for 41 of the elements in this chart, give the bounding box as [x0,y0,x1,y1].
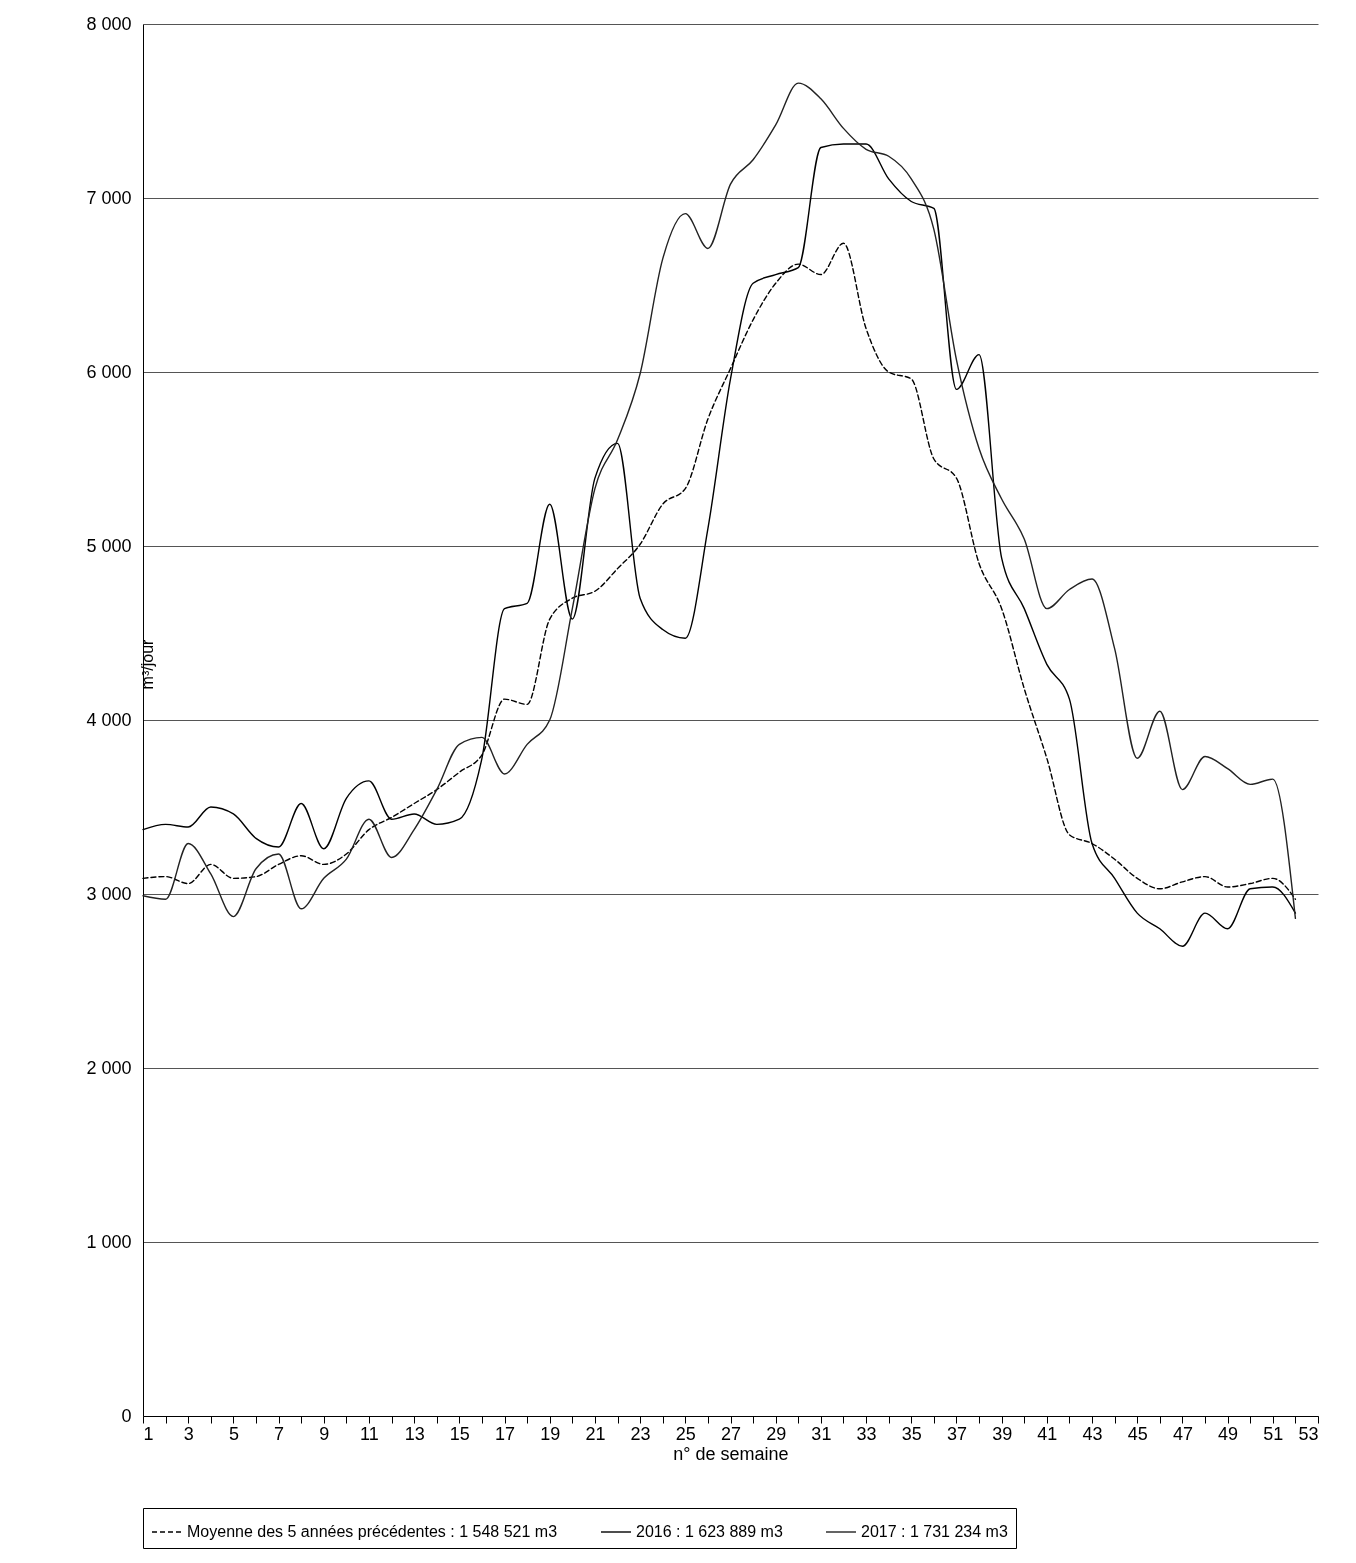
y-tick-label: 7 000 [86,187,132,208]
x-tick-label: 35 [901,1423,922,1444]
x-tick-label: 11 [360,1423,379,1444]
y-tick-label: 1 000 [86,1231,132,1252]
x-tick-label: 31 [811,1423,832,1444]
x-tick-label: 21 [585,1423,606,1444]
x-tick-label: 43 [1082,1423,1103,1444]
x-tick-label: 41 [1037,1423,1058,1444]
y-tick-label: 0 [121,1405,132,1426]
x-tick-label: 37 [946,1423,967,1444]
x-tick-label: 49 [1218,1423,1239,1444]
x-tick-label: 23 [630,1423,651,1444]
x-tick-label: 47 [1172,1423,1193,1444]
x-tick-label: 33 [856,1423,877,1444]
y-tick-label: 2 000 [86,1057,132,1078]
x-tick-label: 53 [1298,1423,1319,1444]
x-tick-label: 19 [540,1423,561,1444]
x-tick-label: 5 [228,1423,239,1444]
y-axis-title: m³/jour [138,638,156,690]
x-axis-title: n° de semaine [673,1443,789,1464]
legend-label: 2016 : 1 623 889 m3 [636,1523,783,1540]
x-tick-label: 27 [720,1423,742,1444]
x-tick-label: 13 [404,1423,425,1444]
legend-label: 2017 : 1 731 234 m3 [861,1523,1008,1540]
x-tick-label: 1 [143,1423,154,1444]
x-tick-label: 25 [675,1423,696,1444]
x-tick-label: 51 [1263,1423,1284,1444]
x-tick-label: 9 [319,1423,330,1444]
x-tick-label: 3 [183,1423,194,1444]
y-tick-label: 4 000 [86,709,132,730]
x-tick-label: 17 [495,1423,516,1444]
x-tick-label: 29 [766,1423,787,1444]
y-tick-label: 6 000 [86,361,132,382]
x-tick-label: 39 [992,1423,1013,1444]
y-tick-label: 8 000 [86,13,132,34]
x-tick-label: 7 [274,1423,285,1444]
y-tick-label: 5 000 [86,535,132,556]
x-tick-label: 45 [1127,1423,1148,1444]
x-tick-label: 15 [449,1423,470,1444]
y-tick-label: 3 000 [86,883,132,904]
legend-label: Moyenne des 5 années précédentes : 1 548 521 m3 [187,1523,558,1540]
